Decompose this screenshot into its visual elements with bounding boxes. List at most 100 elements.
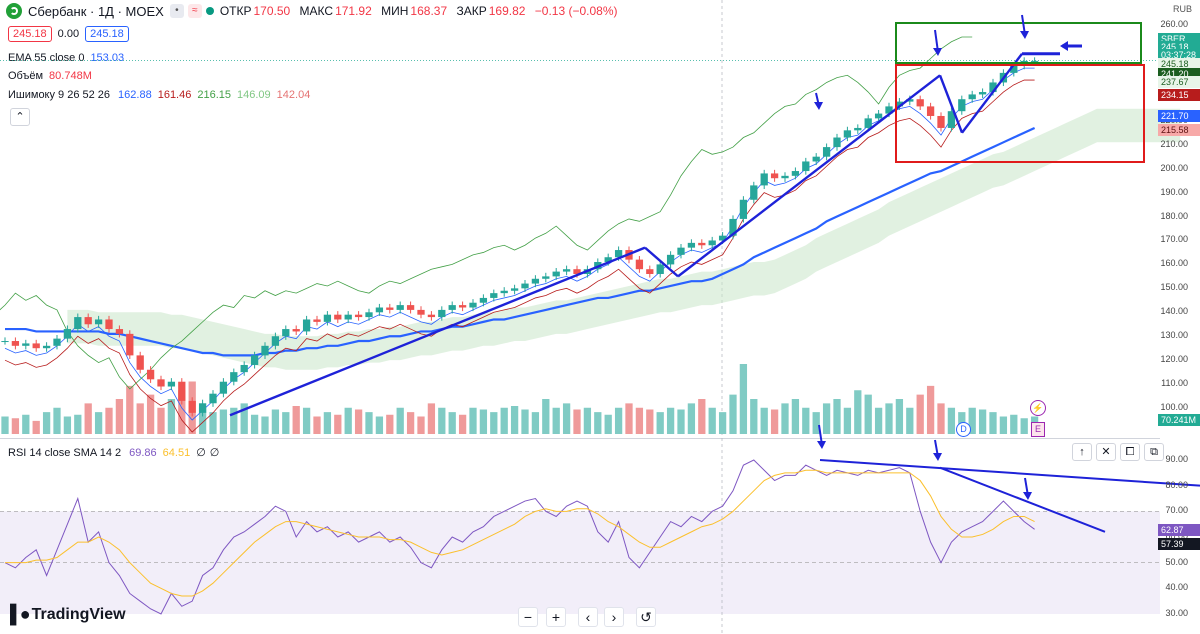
candle (874, 113, 883, 119)
lightning-icon[interactable]: ⚡ (1030, 400, 1046, 416)
volume-bar (729, 394, 737, 434)
price-tick: 190.00 (1160, 186, 1188, 197)
arrow-down-head (817, 441, 826, 449)
rsi-tick: 90.00 (1165, 454, 1188, 464)
candle (63, 329, 72, 339)
price-tag: 221.70 (1158, 110, 1200, 122)
candle (739, 199, 748, 219)
price-tick: 260.00 (1160, 19, 1188, 29)
trendline (961, 53, 1023, 134)
candle (386, 307, 394, 310)
candle (458, 305, 467, 308)
candle (209, 393, 217, 404)
volume-bar (282, 412, 290, 434)
arrow-left-head (1060, 41, 1068, 51)
ask-box[interactable]: 245.18 (85, 26, 129, 42)
volume-bar (968, 407, 976, 434)
candle (656, 264, 664, 274)
volume-bar (708, 407, 716, 434)
candle (417, 309, 425, 315)
candle (687, 242, 696, 248)
volume-bar (334, 414, 342, 434)
reset-chart-button[interactable]: ↺ (636, 607, 656, 627)
eye-icon[interactable]: • (169, 4, 184, 18)
volume-bar (926, 385, 935, 434)
volume-bar (750, 399, 758, 434)
candle (136, 355, 144, 370)
volume-bar (84, 403, 92, 434)
rsi-tag: 62.87 (1158, 524, 1200, 536)
candle (198, 403, 207, 413)
volume-bar (354, 409, 363, 434)
volume-bar (22, 414, 30, 434)
bid-box[interactable]: 245.18 (8, 26, 52, 42)
dividend-marker[interactable]: D (956, 422, 971, 437)
price-tick: 140.00 (1160, 306, 1188, 317)
price-tick: 130.00 (1160, 330, 1188, 341)
candle (126, 333, 134, 356)
tradingview-icon: ▌● (10, 604, 31, 624)
candle (864, 118, 872, 128)
candle (854, 127, 862, 131)
candle (84, 317, 92, 325)
volume-bar (396, 407, 404, 434)
arrow-down-head (933, 48, 942, 56)
collapse-legend-button[interactable]: ⌃ (10, 108, 30, 126)
volume-bar (209, 412, 217, 434)
symbol-title[interactable]: Сбербанк · 1Д · MOEX (28, 3, 164, 19)
volume-bar (562, 403, 571, 434)
volume-bar (635, 407, 644, 434)
candle (937, 115, 945, 128)
target-box-green (895, 22, 1142, 64)
volume-bar (240, 403, 248, 434)
scroll-left-button[interactable]: ‹ (578, 607, 598, 627)
rsi-tick: 30.00 (1165, 608, 1188, 618)
replay-icon[interactable]: ≈ (187, 4, 202, 18)
volume-bar (406, 412, 415, 434)
scroll-right-button[interactable]: › (604, 607, 624, 627)
volume-bar (438, 407, 446, 434)
zoom-out-button[interactable]: − (518, 607, 538, 627)
rsi-tick: 80.00 (1165, 479, 1188, 490)
volume-bar (375, 416, 384, 434)
ohlc-readout: ОТКР 170.50 МАКС 171.92 МИН 168.37 ЗАКР 169.… (219, 4, 618, 18)
trendline (938, 74, 964, 134)
zoom-in-button[interactable]: + (546, 607, 566, 627)
volume-bar (521, 409, 529, 434)
volume-bar (895, 399, 904, 434)
chart-header: Сбербанк · 1Д · MOEX • ≈ ОТКР 170.50 МАКС… (0, 0, 624, 22)
rsi-legend[interactable]: RSI 14 close SMA 14 2 69.86 64.51 ∅ ∅ (8, 446, 220, 460)
tradingview-logo[interactable]: ▌● TradingView (10, 604, 126, 624)
volume-bar (219, 409, 228, 434)
close-pane-button[interactable]: ✕ (1096, 443, 1116, 461)
currency-label[interactable]: RUB (1172, 4, 1192, 14)
volume-bar (531, 412, 540, 434)
kijun-line (4, 79, 1035, 433)
volume-bar (1020, 418, 1028, 434)
trendline (644, 246, 679, 278)
ema-legend[interactable]: EMA 55 close 0 153.03 (8, 52, 125, 64)
candle (302, 319, 311, 332)
volume-legend[interactable]: Объём 80.748M (8, 70, 92, 82)
rsi-band (0, 511, 1160, 614)
volume-tag: 70.241M (1158, 414, 1200, 426)
volume-bar (230, 407, 238, 434)
maximize-pane-button[interactable]: ⧠ (1120, 443, 1140, 461)
candle (677, 247, 685, 255)
tenkan-line (4, 67, 1035, 421)
ichimoku-legend[interactable]: Ишимоку 9 26 52 26 162.88 161.46 216.15 … (8, 89, 311, 101)
volume-bar (344, 407, 352, 434)
volume-bar (94, 412, 103, 434)
rsi-sma-line (5, 469, 1035, 597)
candle (448, 305, 456, 310)
ichimoku-cloud (67, 108, 1181, 370)
candle (552, 271, 560, 277)
move-pane-up-button[interactable]: ↑ (1072, 443, 1092, 461)
volume-bar (271, 409, 280, 434)
minimize-pane-button[interactable]: ⧉ (1144, 443, 1164, 461)
price-tick: 100.00 (1160, 402, 1188, 413)
volume-bar (500, 407, 508, 434)
candle (157, 379, 165, 387)
earnings-marker[interactable]: E (1031, 422, 1045, 437)
